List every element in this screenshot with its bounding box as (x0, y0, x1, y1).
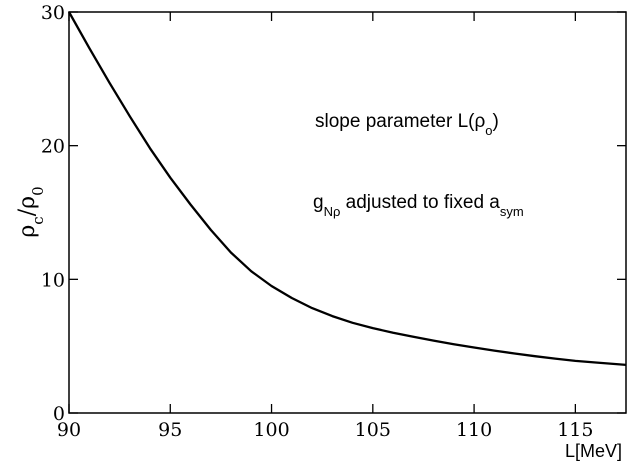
y-tick-label: 30 (41, 2, 65, 24)
plot-frame (68, 11, 627, 414)
axes (68, 11, 627, 414)
x-tick-label: 90 (57, 419, 81, 441)
y-tick-label: 10 (41, 269, 65, 291)
series-layer (67, 11, 627, 367)
annotation-text: gNρ adjusted to fixed asym (313, 192, 524, 219)
ticks: 90 95 100 105 110 115 0 10 20 30 (41, 2, 626, 441)
annotation-text: slope parameter L(ρo) (315, 111, 499, 138)
x-tick-label: 95 (158, 419, 182, 441)
x-tick-label: 110 (456, 419, 492, 441)
series-line (67, 11, 627, 367)
y-axis-label: ρc/ρ0 (15, 186, 47, 237)
x-tick-label: 115 (557, 419, 593, 441)
x-axis-label: L[MeV] (565, 441, 622, 461)
annotations: slope parameter L(ρo) gNρ adjusted to fix… (313, 111, 524, 219)
x-tick-label: 100 (253, 419, 289, 441)
y-tick-label: 0 (53, 403, 65, 425)
x-tick-label: 105 (355, 419, 391, 441)
y-tick-label: 20 (41, 136, 65, 158)
